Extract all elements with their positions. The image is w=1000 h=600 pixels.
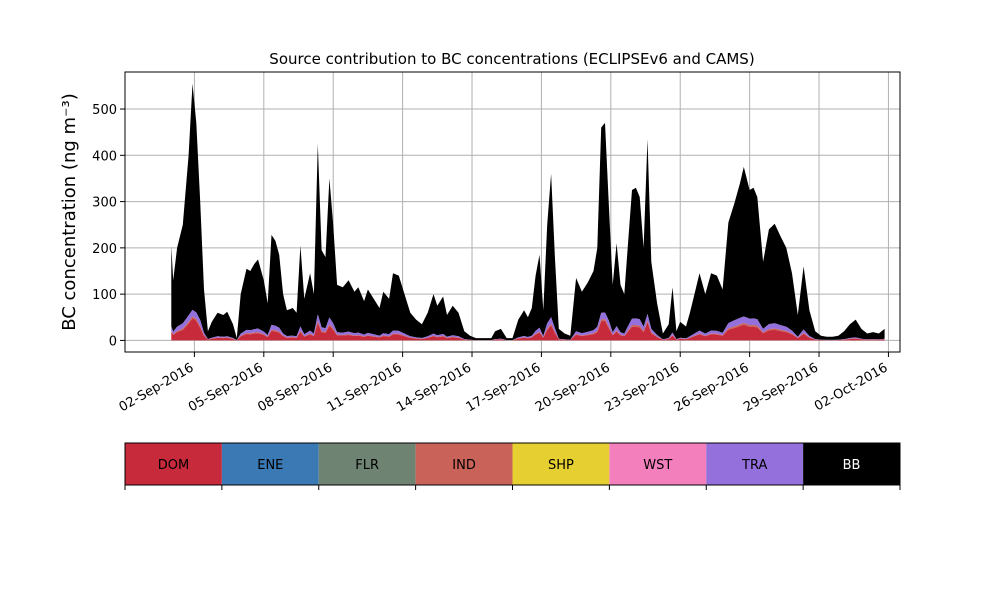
area-tra xyxy=(171,309,885,341)
y-axis-label: BC concentration (ng m⁻³) xyxy=(59,93,80,331)
x-tick-label: 14-Sep-2016 xyxy=(394,360,474,415)
legend-swatch-ene xyxy=(221,443,319,485)
y-tick-label: 300 xyxy=(92,196,117,211)
legend-swatch-shp xyxy=(512,443,610,485)
legend-swatch-dom xyxy=(125,443,222,485)
x-tick-label: 29-Sep-2016 xyxy=(741,360,821,415)
legend-label-bb: BB xyxy=(843,458,861,473)
plot-area xyxy=(171,83,885,341)
source-legend: DOM ENE FLR IND SHP WST TRA BB xyxy=(124,442,901,490)
legend-label-ind: IND xyxy=(452,458,476,473)
area-dom xyxy=(171,318,885,341)
y-tick-label: 400 xyxy=(92,149,117,164)
x-tick-label: 23-Sep-2016 xyxy=(602,360,682,415)
x-tick-label: 17-Sep-2016 xyxy=(464,360,544,415)
y-tick-label: 0 xyxy=(109,334,117,349)
legend-label-wst: WST xyxy=(643,458,672,473)
legend-label-shp: SHP xyxy=(548,458,574,473)
legend-label-tra: TRA xyxy=(741,458,767,473)
x-axis: 02-Sep-201605-Sep-201608-Sep-201611-Sep-… xyxy=(117,352,890,415)
legend-swatch-flr xyxy=(318,443,416,485)
y-tick-label: 500 xyxy=(92,103,117,118)
x-tick-label: 05-Sep-2016 xyxy=(186,360,266,415)
x-tick-label: 02-Oct-2016 xyxy=(812,360,890,414)
legend-swatch-bb xyxy=(803,443,900,485)
legend-label-dom: DOM xyxy=(158,458,189,473)
legend-label-ene: ENE xyxy=(257,458,283,473)
chart-title: Source contribution to BC concentrations… xyxy=(269,50,754,68)
legend-swatch-tra xyxy=(706,443,804,485)
x-tick-label: 08-Sep-2016 xyxy=(255,360,335,415)
legend-label-flr: FLR xyxy=(355,458,379,473)
x-tick-label: 26-Sep-2016 xyxy=(672,360,752,415)
y-tick-label: 200 xyxy=(92,242,117,257)
plot-frame xyxy=(124,71,901,353)
legend-swatch-ind xyxy=(415,443,513,485)
x-tick-label: 02-Sep-2016 xyxy=(117,360,197,415)
x-tick-label: 11-Sep-2016 xyxy=(325,360,405,415)
area-bb xyxy=(171,83,885,341)
x-tick-label: 20-Sep-2016 xyxy=(533,360,613,415)
y-axis: 0 100 200 300 400 500 xyxy=(92,103,125,349)
y-tick-label: 100 xyxy=(92,288,117,303)
legend-swatch-wst xyxy=(609,443,707,485)
